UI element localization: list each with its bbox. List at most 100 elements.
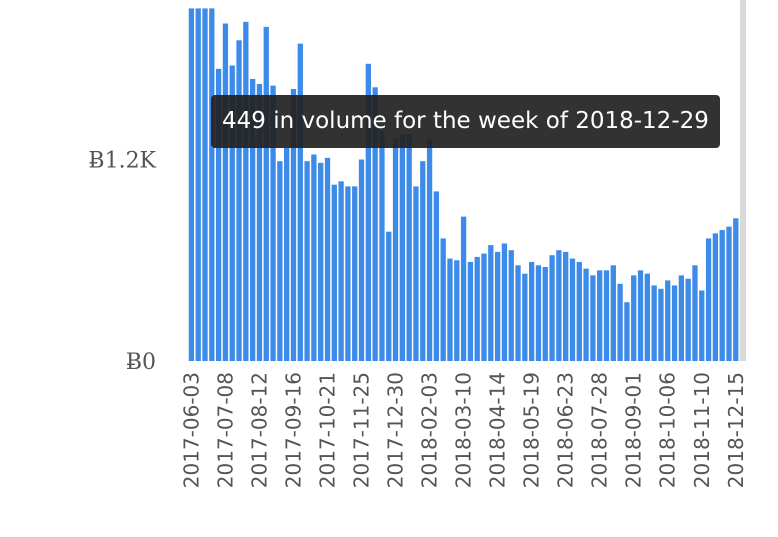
- bar[interactable]: [665, 280, 671, 361]
- bar[interactable]: [318, 162, 324, 361]
- bar[interactable]: [603, 270, 610, 361]
- bar[interactable]: [583, 268, 589, 361]
- bar[interactable]: [658, 288, 664, 361]
- bar[interactable]: [413, 186, 419, 361]
- bar[interactable]: [549, 255, 555, 361]
- bar[interactable]: [563, 251, 569, 361]
- bar[interactable]: [358, 159, 365, 361]
- x-tick-label: 2018-06-23: [554, 372, 578, 488]
- bar[interactable]: [263, 26, 269, 362]
- bar[interactable]: [447, 258, 453, 361]
- y-tick-label: Ƀ0: [126, 350, 156, 375]
- bar[interactable]: [433, 191, 440, 361]
- bar[interactable]: [590, 275, 596, 361]
- bar[interactable]: [501, 243, 508, 361]
- x-tick-label: 2018-12-15: [724, 372, 748, 488]
- bar[interactable]: [651, 285, 657, 361]
- bar[interactable]: [256, 83, 263, 361]
- bar[interactable]: [481, 253, 487, 361]
- x-tick-label: 2017-07-08: [213, 372, 237, 488]
- bar[interactable]: [284, 147, 290, 361]
- bar[interactable]: [379, 130, 385, 361]
- bar[interactable]: [338, 181, 344, 361]
- x-axis: 2017-06-03 2017-07-08 2017-08-12 2017-09-16…: [179, 372, 747, 488]
- bar[interactable]: [311, 154, 317, 361]
- bar[interactable]: [365, 63, 371, 362]
- bar[interactable]: [324, 157, 331, 361]
- bar[interactable]: [733, 218, 739, 361]
- bar[interactable]: [474, 256, 480, 361]
- bar[interactable]: [488, 245, 494, 361]
- bar[interactable]: [528, 261, 535, 361]
- x-tick-label: 2018-04-14: [486, 372, 510, 488]
- y-tick-label: Ƀ1.2K: [88, 149, 156, 174]
- bar[interactable]: [542, 266, 548, 361]
- bar[interactable]: [508, 250, 514, 361]
- bar[interactable]: [236, 40, 242, 362]
- bar[interactable]: [719, 230, 725, 361]
- bar[interactable]: [692, 265, 698, 361]
- bar[interactable]: [420, 161, 426, 361]
- bar[interactable]: [406, 134, 412, 361]
- bar[interactable]: [270, 85, 276, 361]
- bar[interactable]: [454, 260, 460, 361]
- bar[interactable]: [249, 78, 256, 362]
- bar-tooltip: 449 in volume for the week of 2018-12-29: [211, 95, 720, 148]
- bar[interactable]: [304, 161, 310, 361]
- bar[interactable]: [297, 43, 303, 361]
- x-tick-label: 2017-10-21: [316, 372, 340, 488]
- bar[interactable]: [392, 137, 399, 361]
- right-scroll-edge: [740, 0, 746, 361]
- bar[interactable]: [243, 21, 249, 362]
- bar[interactable]: [372, 87, 378, 361]
- bar[interactable]: [399, 134, 406, 361]
- bar[interactable]: [494, 251, 501, 361]
- bar[interactable]: [685, 278, 691, 361]
- bar[interactable]: [631, 275, 637, 361]
- bar[interactable]: [467, 261, 474, 361]
- bar[interactable]: [712, 233, 719, 361]
- bar[interactable]: [215, 68, 222, 361]
- x-tick-label: 2017-12-30: [384, 372, 408, 488]
- bar[interactable]: [726, 226, 732, 361]
- bar[interactable]: [386, 231, 392, 361]
- bar[interactable]: [515, 265, 521, 361]
- bar[interactable]: [440, 238, 446, 361]
- bar[interactable]: [535, 265, 542, 361]
- bar[interactable]: [617, 283, 623, 361]
- bar[interactable]: [229, 65, 235, 361]
- x-tick-label: 2018-07-28: [588, 372, 612, 488]
- bar[interactable]: [576, 261, 582, 361]
- x-tick-label: 2018-11-10: [690, 372, 714, 488]
- bar[interactable]: [331, 184, 337, 361]
- bar[interactable]: [345, 186, 351, 361]
- bar[interactable]: [460, 216, 467, 361]
- bar[interactable]: [202, 8, 208, 362]
- bar[interactable]: [610, 265, 616, 361]
- bar[interactable]: [209, 8, 215, 362]
- tooltip-text: 449 in volume for the week of 2018-12-29: [222, 108, 709, 134]
- y-axis: Ƀ0 Ƀ1.2K: [88, 149, 156, 376]
- bar[interactable]: [671, 285, 678, 361]
- bar[interactable]: [188, 8, 195, 362]
- bar[interactable]: [352, 186, 358, 361]
- bar[interactable]: [637, 270, 644, 361]
- bar[interactable]: [222, 23, 229, 361]
- bar[interactable]: [644, 273, 650, 361]
- bar[interactable]: [678, 275, 685, 361]
- bar[interactable]: [699, 290, 705, 361]
- bar[interactable]: [597, 270, 603, 361]
- bar[interactable]: [426, 139, 433, 361]
- bar[interactable]: [195, 8, 201, 362]
- x-tick-label: 2018-02-03: [418, 372, 442, 488]
- bar[interactable]: [569, 258, 576, 361]
- x-tick-label: 2017-06-03: [179, 372, 203, 488]
- bar[interactable]: [624, 302, 630, 361]
- x-tick-label: 2017-08-12: [248, 372, 272, 488]
- bar[interactable]: [277, 161, 283, 361]
- x-tick-label: 2018-09-01: [622, 372, 646, 488]
- bar[interactable]: [290, 88, 297, 362]
- bar[interactable]: [705, 238, 712, 361]
- bar[interactable]: [556, 250, 562, 361]
- bar[interactable]: [522, 273, 528, 361]
